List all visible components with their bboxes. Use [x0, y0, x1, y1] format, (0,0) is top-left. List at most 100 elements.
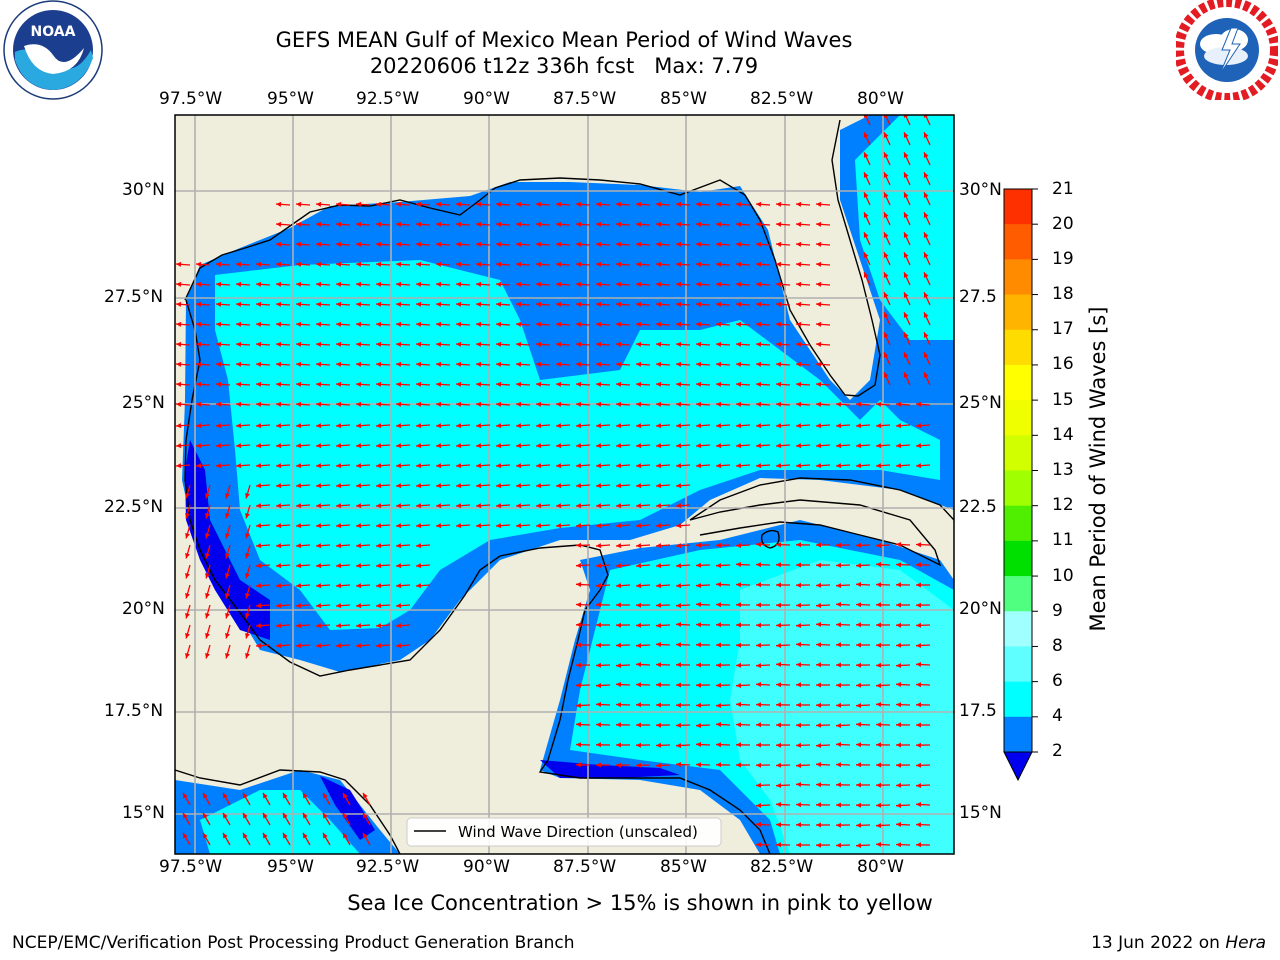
- wind-wave-arrow-head: [496, 423, 502, 429]
- colorbar-block: [1004, 224, 1032, 260]
- wind-wave-arrow-head: [736, 301, 742, 307]
- wind-wave-arrow-head: [176, 443, 182, 449]
- wind-wave-arrow-head: [836, 583, 842, 588]
- wind-wave-arrow: [904, 115, 911, 126]
- wind-wave-arrow-head: [576, 622, 581, 628]
- wind-wave-arrow-head: [416, 341, 422, 347]
- wind-wave-arrow-head: [576, 321, 582, 327]
- wind-wave-arrow-head: [696, 381, 702, 387]
- wind-wave-arrow-head: [756, 221, 762, 227]
- wind-wave-arrow-head: [656, 543, 662, 549]
- wind-wave-arrow-head: [296, 301, 302, 307]
- wind-wave-arrow-head: [596, 583, 602, 589]
- wind-wave-arrow-head: [656, 642, 662, 647]
- wind-wave-arrow-head: [796, 381, 802, 387]
- wind-wave-arrow-head: [896, 401, 902, 407]
- wind-wave-arrow-head: [576, 563, 582, 568]
- chart-title: GEFS MEAN Gulf of Mexico Mean Period of …: [275, 28, 853, 52]
- wind-wave-arrow-head: [596, 483, 602, 489]
- wind-wave-arrow-head: [896, 682, 902, 687]
- wind-wave-arrow-head: [616, 622, 621, 628]
- wind-wave-arrow-head: [396, 401, 402, 407]
- wind-wave-arrow-head: [896, 663, 902, 668]
- wind-wave-arrow-head: [816, 842, 821, 848]
- wind-wave-arrow-head: [256, 281, 262, 287]
- wind-wave-arrow-head: [636, 662, 642, 667]
- wind-wave-arrow-head: [656, 423, 662, 429]
- map-frame: [174, 114, 955, 855]
- wind-wave-arrow-head: [276, 301, 282, 307]
- wind-wave-arrow-head: [856, 662, 861, 668]
- wind-wave-arrow-head: [336, 321, 342, 327]
- wind-wave-arrow-head: [216, 381, 222, 387]
- wind-wave-arrow-head: [816, 401, 822, 407]
- wind-wave-arrow-head: [296, 503, 302, 509]
- wind-wave-arrow-head: [856, 703, 862, 708]
- wind-wave-arrow-head: [176, 321, 182, 327]
- wind-wave-arrow-head: [296, 563, 302, 569]
- wind-wave-arrow-head: [576, 503, 582, 509]
- wind-wave-arrow-head: [736, 702, 742, 707]
- wind-wave-arrow-head: [216, 341, 222, 347]
- wind-wave-arrow-head: [923, 212, 929, 218]
- coastlines: [175, 119, 954, 854]
- wind-wave-arrow-head: [196, 463, 202, 469]
- wind-wave-arrow-head: [296, 583, 302, 589]
- wind-wave-arrow-head: [816, 582, 822, 588]
- lon-label-top: 85°W: [660, 89, 707, 109]
- wind-wave-arrow-head: [676, 603, 682, 608]
- wind-wave-arrow-head: [516, 241, 522, 247]
- wind-wave-arrow-head: [336, 483, 342, 489]
- wind-wave-arrow-head: [216, 321, 222, 327]
- wind-wave-arrow-head: [863, 152, 869, 158]
- wind-wave-arrow-head: [476, 321, 482, 327]
- wind-wave-arrow-head: [376, 341, 382, 347]
- wind-wave-arrow-head: [516, 261, 522, 267]
- wind-wave-arrow-head: [516, 503, 522, 509]
- wind-wave-arrow-head: [796, 443, 802, 449]
- wind-wave-arrow-head: [456, 301, 462, 307]
- wind-wave-arrow-head: [596, 301, 602, 307]
- lon-label-bottom: 92.5°W: [356, 857, 420, 877]
- wind-wave-arrow-head: [836, 782, 841, 788]
- colorbar-block: [1004, 364, 1032, 401]
- wind-wave-arrow-head: [856, 742, 862, 748]
- wind-wave-arrow-head: [876, 662, 882, 668]
- wind-wave-arrow-head: [276, 603, 282, 609]
- wind-wave-arrow-head: [516, 201, 522, 207]
- wind-wave-arrow-head: [876, 543, 882, 548]
- wind-wave-arrow-head: [356, 341, 362, 347]
- wind-wave-arrow-head: [556, 443, 562, 449]
- wind-wave-arrow-head: [676, 622, 682, 627]
- wind-wave-arrow-head: [436, 443, 442, 449]
- wind-wave-arrow-head: [676, 361, 682, 367]
- wind-wave-arrow-head: [456, 423, 462, 429]
- wind-wave-arrow-head: [756, 602, 761, 608]
- colorbar-label: Mean Period of Wind Waves [s]: [1086, 306, 1110, 632]
- wind-wave-arrow-head: [323, 792, 328, 799]
- wind-wave-arrow-head: [216, 401, 222, 407]
- wind-wave-arrow-head: [756, 281, 762, 287]
- wind-wave-arrow-head: [876, 762, 881, 768]
- wind-wave-arrow-head: [776, 241, 782, 247]
- wind-wave-arrow-head: [343, 812, 348, 819]
- wind-wave-arrow-head: [676, 662, 681, 668]
- wind-wave-arrow-head: [716, 341, 722, 347]
- wind-wave-arrow-head: [916, 802, 922, 807]
- wind-wave-arrow-head: [316, 401, 322, 407]
- wind-wave-arrow-head: [536, 261, 542, 267]
- lon-label-top: 92.5°W: [356, 89, 420, 109]
- wind-wave-arrow-head: [205, 633, 210, 639]
- wind-wave-arrow-head: [636, 201, 642, 207]
- wind-wave-arrow-head: [196, 261, 202, 267]
- wind-wave-arrow-head: [903, 152, 909, 158]
- wind-wave-arrow-head: [236, 321, 242, 327]
- wind-wave-arrow-head: [205, 553, 210, 559]
- wind-wave-arrow-head: [796, 281, 802, 287]
- wind-wave-arrow-head: [776, 762, 782, 768]
- wind-wave-arrow-head: [476, 423, 482, 429]
- wind-wave-arrow-head: [616, 742, 621, 748]
- wind-wave-arrow-head: [416, 543, 422, 549]
- wind-wave-arrow-head: [576, 542, 582, 548]
- wind-wave-arrow-head: [736, 401, 742, 407]
